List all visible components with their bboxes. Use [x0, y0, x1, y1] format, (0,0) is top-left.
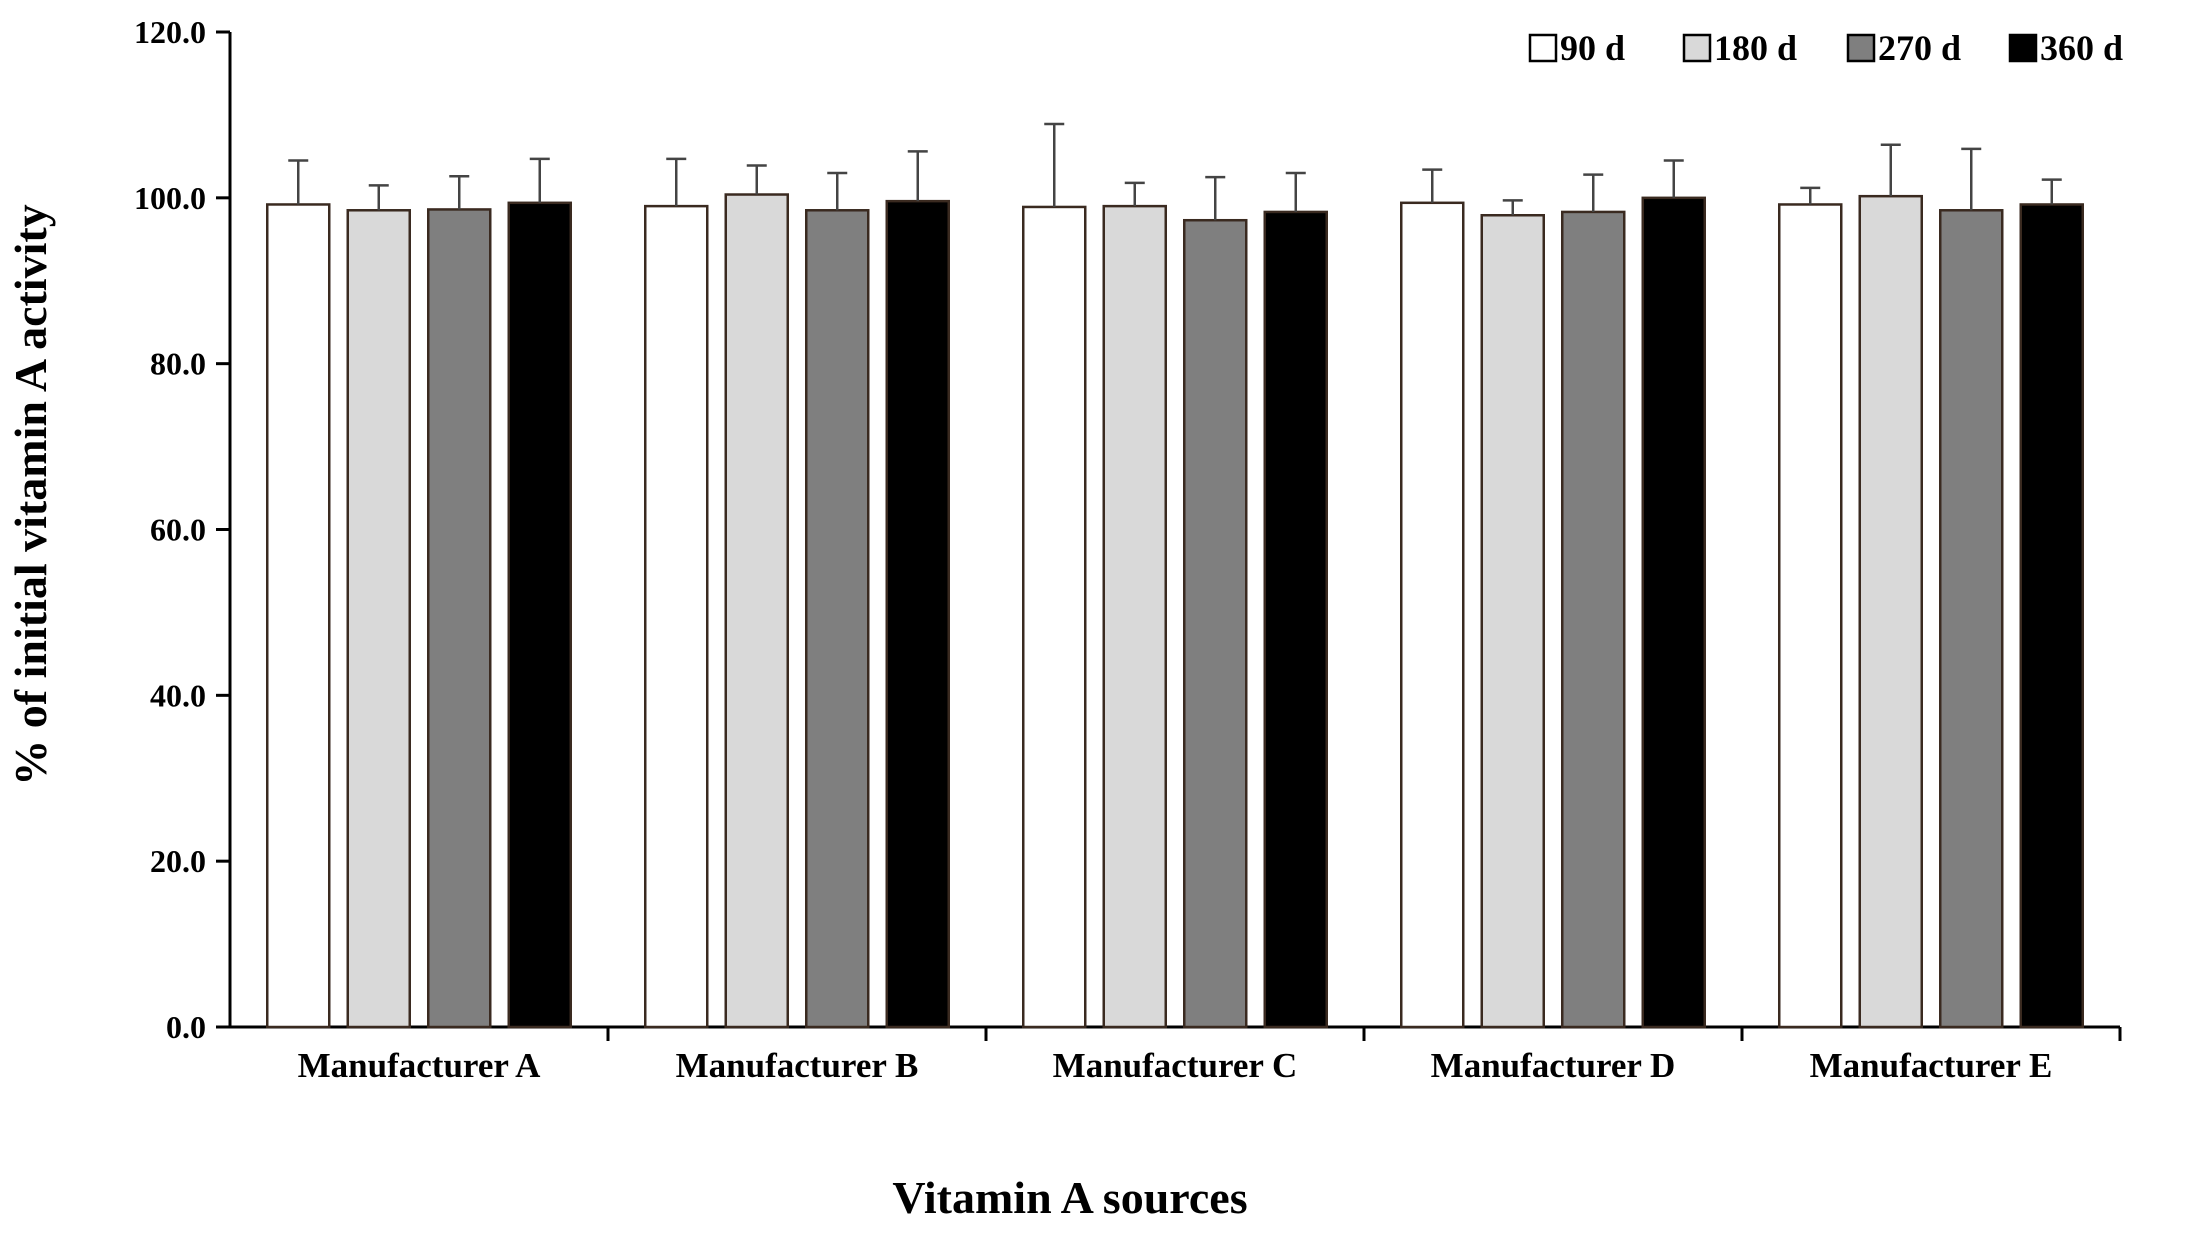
legend-swatch: [1528, 33, 1558, 63]
bar: [1480, 213, 1545, 1029]
bar: [266, 203, 331, 1029]
legend-label: 180 d: [1714, 28, 1797, 68]
y-tick-label: 40.0: [150, 677, 206, 713]
legend-label: 360 d: [2040, 28, 2123, 68]
category-label: Manufacturer A: [298, 1046, 541, 1085]
y-tick-label: 60.0: [150, 512, 206, 548]
y-tick-label: 20.0: [150, 843, 206, 879]
x-axis-title: Vitamin A sources: [892, 1172, 1247, 1223]
legend-swatch: [1846, 33, 1876, 63]
bar: [1022, 205, 1087, 1029]
category-label: Manufacturer D: [1431, 1046, 1676, 1085]
bar: [427, 208, 492, 1029]
bar: [805, 209, 870, 1029]
y-tick-label: 80.0: [150, 346, 206, 382]
legend-swatch: [1682, 33, 1712, 63]
bar: [1263, 210, 1328, 1029]
bar: [346, 209, 411, 1029]
bar: [2019, 203, 2084, 1029]
bar: [724, 193, 789, 1029]
legend: 90 d 180 d 270 d 360 d: [1528, 28, 2123, 68]
legend-swatch: [2008, 33, 2038, 63]
bar: [1183, 218, 1248, 1029]
bars: [266, 193, 2084, 1029]
bar: [1939, 209, 2004, 1029]
bar: [1102, 204, 1167, 1029]
bar: [507, 201, 572, 1029]
legend-label: 270 d: [1878, 28, 1961, 68]
bar: [1641, 196, 1706, 1029]
bar: [1858, 194, 1923, 1029]
category-label: Manufacturer C: [1053, 1046, 1298, 1085]
y-tick-label: 0.0: [166, 1009, 206, 1045]
y-tick-label: 100.0: [134, 180, 206, 216]
y-tick-label: 120.0: [134, 14, 206, 50]
error-bars: [288, 122, 2062, 221]
bar: [1400, 201, 1465, 1029]
category-label: Manufacturer B: [676, 1046, 919, 1085]
bar: [1778, 203, 1843, 1029]
bar: [644, 204, 709, 1029]
bar: [885, 199, 950, 1029]
y-axis-title: % of initial vitamin A activity: [5, 204, 56, 785]
legend-label: 90 d: [1560, 28, 1625, 68]
axes: 0.0 20.0 40.0 60.0 80.0 100.0 120.0 Manufacture…: [134, 14, 2122, 1085]
category-label: Manufacturer E: [1810, 1046, 2053, 1085]
bar: [1561, 210, 1626, 1029]
